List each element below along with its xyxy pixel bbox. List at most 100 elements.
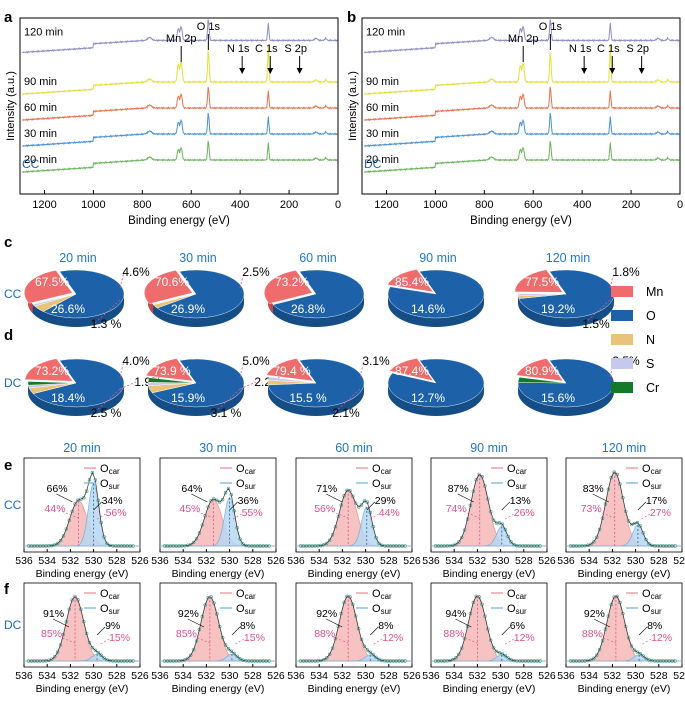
- sur-area-label: 36%: [238, 495, 259, 507]
- x-tick-label: 526: [538, 555, 556, 567]
- x-tick-label: 1200: [374, 199, 398, 211]
- car-area-leader: [326, 493, 343, 503]
- envelope-point: [325, 541, 329, 546]
- pie-slice-o: [156, 269, 245, 319]
- pie-label-small: 5.0%: [242, 354, 270, 368]
- envelope-point: [641, 531, 645, 535]
- pie-side-mn: [28, 294, 33, 314]
- sur-area-label: 34%: [102, 495, 123, 507]
- envelope-point: [494, 649, 499, 654]
- envelope-point: [509, 540, 513, 544]
- envelope-point: [105, 658, 109, 662]
- series-label: 30 min: [24, 128, 57, 140]
- pie-slice-o: [518, 269, 615, 319]
- envelope-point: [186, 656, 190, 661]
- x-tick-label: 534: [445, 670, 463, 682]
- plot-layer: 1200 1000 800 600 400 200 0 Binding energy (eV)…: [4, 17, 685, 695]
- sur-percent-leader: [503, 513, 514, 521]
- plot-frame: [430, 582, 548, 668]
- plot-frame: [295, 457, 413, 553]
- envelope-line: [28, 595, 133, 662]
- survey-chart-b: 1200 1000 800 600 400 200 0 Binding energy (eV)…: [347, 17, 683, 227]
- pie-slice-o: [387, 269, 485, 319]
- envelope-point: [626, 519, 631, 523]
- pie-leader: [93, 388, 121, 414]
- x-axis-label: Binding energy (eV): [308, 568, 401, 580]
- x-axis-label: Binding energy (eV): [578, 568, 671, 580]
- pie-label-o: 67.5%: [35, 275, 69, 289]
- x-tick-label: 600: [182, 199, 200, 211]
- pie-title: 90 min: [419, 251, 457, 265]
- x-tick-label: 536: [287, 670, 305, 682]
- car-percent-leader: [54, 634, 76, 644]
- envelope-point: [632, 521, 637, 526]
- car-area-leader: [56, 493, 73, 503]
- pie-label-o: 73.9 %: [153, 364, 191, 378]
- pie-label-mn: 15.6%: [541, 391, 575, 405]
- sur-area-label: 8%: [647, 620, 662, 632]
- peak-label: C 1s: [597, 43, 620, 55]
- panel-title: 60 min: [335, 441, 373, 455]
- sur-area-leader: [501, 501, 510, 511]
- pie-label-mn: 26.9%: [171, 302, 205, 316]
- x-tick-label: 532: [469, 670, 487, 682]
- sur-area-leader: [370, 626, 379, 636]
- pie-side: [28, 383, 124, 416]
- sur-percent-label: 27%: [650, 507, 671, 519]
- pie-slice-mn: [386, 269, 434, 293]
- x-tick-label: 528: [244, 670, 262, 682]
- envelope-point: [189, 653, 193, 657]
- car-area-leader: [191, 493, 208, 503]
- pie-slice-o: [151, 358, 245, 408]
- car-area-label: 92%: [584, 608, 605, 620]
- envelope-point: [96, 650, 100, 655]
- envelope-point: [339, 503, 343, 507]
- pie-title: 30 min: [179, 251, 217, 265]
- x-tick-label: 526: [131, 670, 149, 682]
- envelope-point: [330, 533, 335, 537]
- peak-label: S 2p: [284, 43, 307, 55]
- pie-leader: [583, 299, 611, 325]
- x-tick-label: 800: [133, 199, 151, 211]
- envelope-point: [203, 514, 207, 518]
- x-tick-label: 534: [580, 555, 598, 567]
- panel-letter-e: e: [4, 457, 12, 474]
- envelope-point: [629, 644, 634, 648]
- envelope-point: [480, 475, 484, 479]
- envelope-point: [325, 656, 329, 660]
- series-line: [21, 86, 338, 122]
- series-label: 120 min: [366, 26, 405, 38]
- sur-area-leader: [231, 626, 241, 636]
- envelope-point: [377, 657, 381, 662]
- row-label: CC: [4, 287, 22, 301]
- series-line: [363, 86, 680, 122]
- envelope-point: [87, 477, 92, 482]
- car-percent-leader: [457, 634, 478, 644]
- peak-arrowhead: [638, 68, 645, 74]
- sur-area-leader: [366, 501, 375, 511]
- panel-title: 90 min: [470, 441, 508, 455]
- pie-side: [388, 294, 484, 327]
- y-axis-label: Intensity (a.u.): [5, 71, 17, 141]
- pie-title: 120 min: [546, 251, 591, 265]
- envelope-point: [365, 648, 370, 652]
- pie-leader: [119, 271, 125, 289]
- envelope-point: [53, 655, 57, 659]
- peak-label: O 1s: [539, 21, 563, 33]
- series-line: [363, 112, 680, 148]
- pie-label-small: 3.1%: [362, 354, 390, 368]
- sur-percent-leader: [95, 513, 106, 521]
- envelope-point: [635, 650, 640, 654]
- car-percent-label: 73%: [581, 503, 602, 515]
- x-tick-label: 530: [492, 555, 510, 567]
- car-percent-label: 88%: [582, 628, 603, 640]
- peak-arrowhead: [296, 68, 303, 74]
- peak-label: O 1s: [197, 21, 221, 33]
- legend-sur-label: Osur: [100, 603, 120, 616]
- row-label: DC: [4, 618, 22, 632]
- x-tick-label: 532: [469, 555, 487, 567]
- x-tick-label: 536: [15, 555, 33, 567]
- legend-label-mn: Mn: [646, 285, 663, 299]
- panel-title: 30 min: [199, 441, 237, 455]
- x-axis-label: Binding energy (eV): [36, 683, 129, 695]
